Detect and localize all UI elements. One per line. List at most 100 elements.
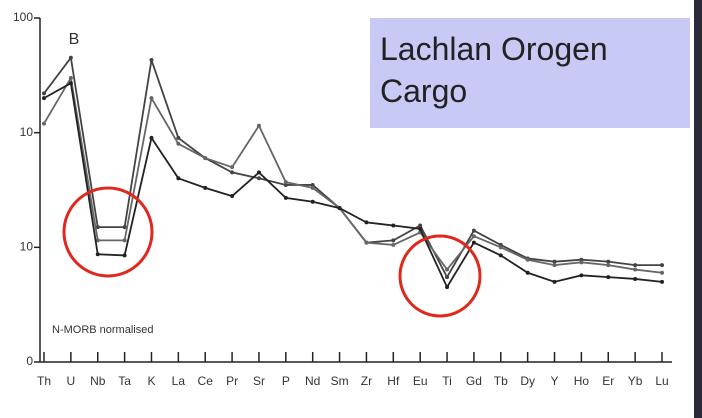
panel-label: B bbox=[69, 31, 80, 48]
data-point bbox=[230, 165, 235, 170]
data-point bbox=[149, 58, 154, 63]
x-tick-label: Th bbox=[37, 374, 51, 388]
box-title: Lachlan Orogen Cargo bbox=[380, 31, 608, 109]
title-box bbox=[370, 18, 690, 128]
x-tick-label: Hf bbox=[387, 374, 400, 388]
edge-strip bbox=[694, 0, 702, 418]
data-point bbox=[310, 182, 315, 187]
data-point bbox=[95, 238, 100, 243]
data-point bbox=[256, 176, 261, 181]
data-point bbox=[391, 223, 396, 228]
data-point bbox=[42, 91, 46, 96]
data-point bbox=[337, 206, 342, 211]
x-tick-label: Er bbox=[602, 374, 614, 388]
data-point bbox=[471, 240, 476, 245]
data-point bbox=[525, 257, 530, 262]
data-point bbox=[122, 238, 127, 243]
data-point bbox=[68, 55, 73, 60]
x-tick-label: P bbox=[282, 374, 290, 388]
data-point bbox=[606, 259, 611, 264]
data-point bbox=[364, 240, 369, 245]
data-point bbox=[95, 225, 100, 230]
data-point bbox=[42, 96, 46, 101]
x-tick-label: Nb bbox=[90, 374, 106, 388]
x-tick-label: U bbox=[67, 374, 76, 388]
data-point bbox=[552, 279, 557, 284]
y-tick-label: 100 bbox=[13, 10, 33, 24]
x-tick-label: La bbox=[172, 374, 186, 388]
x-tick-label: Tb bbox=[494, 374, 508, 388]
data-point bbox=[176, 135, 181, 140]
data-point bbox=[176, 176, 181, 181]
series-line bbox=[43, 75, 663, 274]
data-point bbox=[203, 185, 208, 190]
data-point bbox=[633, 267, 638, 272]
data-point bbox=[525, 270, 530, 275]
data-point bbox=[633, 263, 638, 268]
x-tick-label: Gd bbox=[466, 374, 482, 388]
data-point bbox=[552, 263, 557, 268]
data-point bbox=[149, 96, 154, 101]
x-tick-label: Pr bbox=[226, 374, 238, 388]
data-point bbox=[68, 75, 73, 80]
data-point bbox=[283, 180, 288, 185]
data-point bbox=[149, 135, 154, 140]
x-tick-label: Nd bbox=[305, 374, 320, 388]
x-tick-label: Sm bbox=[331, 374, 349, 388]
data-point bbox=[606, 275, 611, 280]
series-line bbox=[43, 81, 663, 290]
data-point bbox=[310, 185, 315, 190]
data-point bbox=[283, 182, 288, 187]
data-point bbox=[310, 199, 315, 204]
data-point bbox=[256, 170, 261, 175]
data-point bbox=[418, 226, 423, 231]
data-point bbox=[256, 123, 261, 128]
data-point bbox=[230, 170, 235, 175]
data-point bbox=[579, 273, 584, 278]
x-tick-label: Ce bbox=[198, 374, 214, 388]
data-point bbox=[471, 234, 476, 239]
x-tick-label: Lu bbox=[655, 374, 668, 388]
data-point bbox=[42, 121, 46, 126]
y-tick-label: 10 bbox=[20, 125, 34, 139]
data-point bbox=[364, 220, 369, 225]
data-point bbox=[633, 276, 638, 281]
data-point bbox=[579, 260, 584, 265]
x-tick-label: Ho bbox=[574, 374, 590, 388]
data-point bbox=[176, 141, 181, 146]
data-point bbox=[445, 285, 450, 290]
y-tick-label: 10 bbox=[20, 240, 34, 254]
data-point bbox=[445, 275, 450, 280]
data-point bbox=[471, 228, 476, 233]
data-point bbox=[418, 223, 423, 228]
data-point bbox=[203, 156, 208, 161]
title-wrap: Lachlan Orogen Cargo bbox=[380, 31, 608, 109]
data-point bbox=[230, 194, 235, 199]
data-point bbox=[498, 253, 503, 258]
data-point bbox=[122, 253, 127, 258]
normalisation-note: N-MORB normalised bbox=[52, 324, 153, 336]
data-point bbox=[122, 225, 127, 230]
data-point bbox=[660, 270, 664, 275]
highlight-ring bbox=[398, 234, 482, 318]
x-tick-label: Zr bbox=[361, 374, 372, 388]
data-point bbox=[391, 242, 396, 247]
x-tick-label: Dy bbox=[520, 374, 535, 388]
x-tick-label: Ta bbox=[118, 374, 131, 388]
data-point bbox=[606, 263, 611, 268]
data-point bbox=[498, 245, 503, 250]
x-tick-label: Eu bbox=[413, 374, 428, 388]
x-tick-label: Yb bbox=[628, 374, 643, 388]
data-point bbox=[95, 252, 100, 257]
data-point bbox=[660, 279, 664, 284]
x-tick-label: Y bbox=[551, 374, 559, 388]
data-point bbox=[445, 267, 450, 272]
x-tick-label: Ti bbox=[442, 374, 452, 388]
highlight-ring bbox=[62, 186, 154, 278]
data-point bbox=[68, 81, 73, 86]
data-point bbox=[283, 195, 288, 200]
data-point bbox=[552, 259, 557, 264]
data-point bbox=[660, 263, 664, 268]
data-point bbox=[391, 238, 396, 243]
